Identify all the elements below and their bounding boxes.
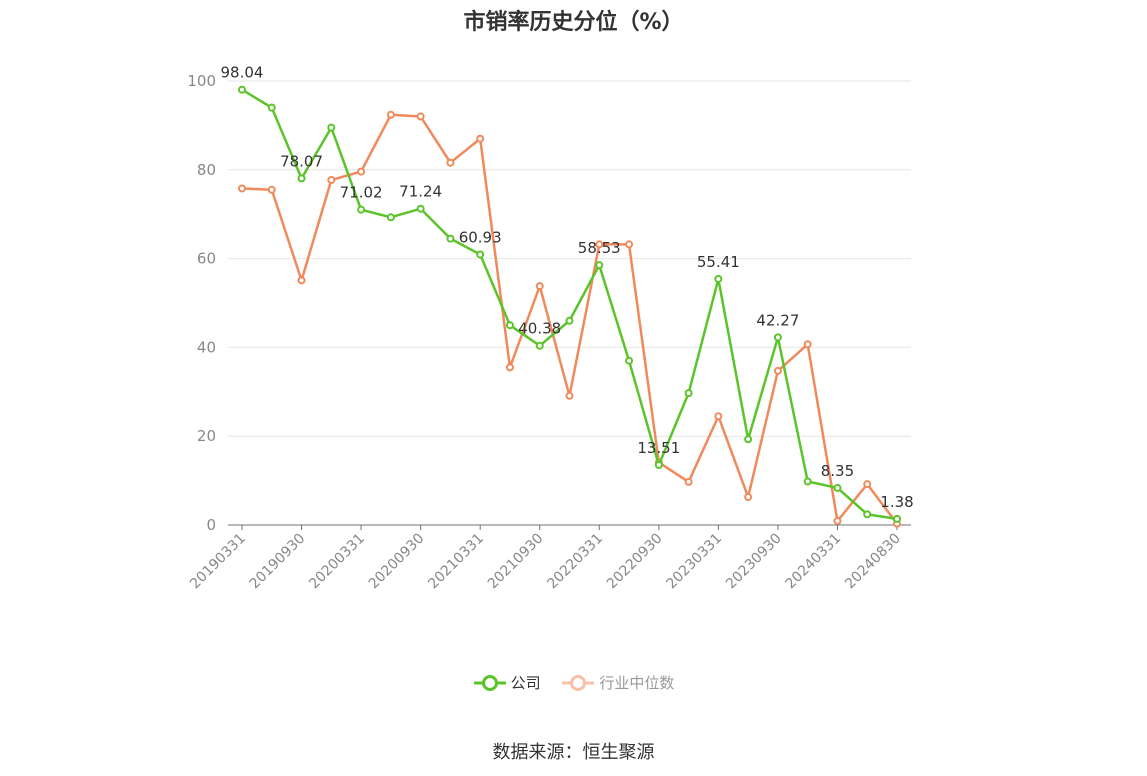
legend-industry-label: 行业中位数 [599, 674, 675, 692]
data-point[interactable] [863, 510, 872, 519]
data-point[interactable] [505, 363, 514, 372]
data-point[interactable] [386, 110, 395, 119]
x-tick-label: 20200331 [306, 531, 368, 593]
data-point[interactable] [595, 240, 604, 249]
data-point[interactable] [357, 205, 366, 214]
data-point[interactable] [327, 123, 336, 132]
series-line-0 [241, 88, 898, 521]
data-point[interactable] [357, 167, 366, 176]
chart-title: 市销率历史分位（%） [463, 10, 684, 35]
data-source: 数据来源：恒生聚源 [492, 742, 655, 763]
data-point[interactable] [446, 158, 455, 167]
data-point[interactable] [684, 477, 693, 486]
y-tick-label: 60 [197, 250, 216, 268]
legend-item-company[interactable]: 公司 [473, 672, 541, 693]
data-label: 58.53 [578, 239, 621, 257]
data-point[interactable] [684, 389, 693, 398]
series-group [238, 85, 901, 528]
data-point[interactable] [893, 514, 901, 523]
x-tick-label: 20210930 [485, 531, 547, 593]
data-point[interactable] [714, 274, 723, 283]
x-axis: 2019033120190930202003312020093020210331… [187, 524, 911, 593]
data-point[interactable] [505, 321, 514, 330]
grid-lines [228, 80, 911, 437]
data-point[interactable] [297, 276, 306, 285]
legend: 公司 行业中位数 [0, 672, 1147, 696]
data-label: 8.35 [821, 462, 854, 480]
data-point[interactable] [476, 134, 485, 143]
data-point[interactable] [535, 282, 544, 291]
x-tick-label: 20210331 [425, 531, 487, 593]
data-point[interactable] [476, 250, 485, 259]
data-point[interactable] [833, 517, 842, 526]
legend-industry-icon [562, 674, 595, 691]
data-label: 42.27 [756, 311, 799, 329]
y-tick-label: 0 [206, 516, 216, 534]
data-point[interactable] [416, 112, 425, 121]
data-point[interactable] [238, 184, 246, 193]
data-label: 1.38 [880, 493, 913, 511]
data-point[interactable] [297, 174, 306, 183]
x-tick-label: 20190930 [247, 531, 309, 593]
data-point[interactable] [625, 356, 634, 365]
data-labels: 98.04 78.07 71.02 71.24 60.93 40.38 58.53 13.51… [221, 64, 914, 511]
data-point[interactable] [803, 477, 812, 486]
data-point[interactable] [535, 341, 544, 350]
data-point[interactable] [803, 340, 812, 349]
x-tick-label: 20240331 [783, 531, 845, 593]
legend-item-industry[interactable]: 行业中位数 [561, 672, 674, 693]
data-point[interactable] [625, 240, 634, 249]
data-label: 71.02 [340, 184, 383, 202]
data-point[interactable] [744, 435, 753, 444]
data-label: 13.51 [637, 439, 680, 457]
data-point[interactable] [446, 234, 455, 243]
data-point[interactable] [773, 333, 782, 342]
y-tick-label: 40 [197, 338, 216, 356]
y-tick-label: 100 [187, 72, 216, 90]
data-point[interactable] [238, 85, 246, 94]
x-tick-label: 20240830 [842, 531, 904, 593]
data-label: 60.93 [459, 228, 502, 246]
x-tick-label: 20230331 [663, 531, 725, 593]
x-tick-label: 20220331 [544, 531, 606, 593]
x-tick-label: 20220930 [604, 531, 666, 593]
data-label: 40.38 [518, 320, 561, 338]
x-tick-label: 20190331 [187, 531, 249, 593]
data-point[interactable] [654, 461, 663, 470]
data-point[interactable] [565, 316, 574, 325]
legend-company-label: 公司 [510, 674, 541, 692]
data-point[interactable] [863, 480, 872, 489]
data-point[interactable] [386, 213, 395, 222]
data-label: 98.04 [221, 64, 264, 82]
data-point[interactable] [773, 366, 782, 375]
data-label: 78.07 [280, 152, 323, 170]
x-tick-label: 20200930 [366, 531, 428, 593]
x-tick-label: 20230930 [723, 531, 785, 593]
data-point[interactable] [565, 391, 574, 400]
data-point[interactable] [267, 103, 276, 112]
y-tick-label: 80 [197, 161, 216, 179]
data-point[interactable] [327, 176, 336, 185]
data-point[interactable] [595, 261, 604, 270]
data-point[interactable] [833, 483, 842, 492]
y-tick-label: 20 [197, 427, 216, 445]
data-point[interactable] [416, 204, 425, 213]
data-point[interactable] [744, 493, 753, 502]
legend-company-icon [473, 674, 506, 691]
data-point[interactable] [714, 412, 723, 421]
data-label: 55.41 [697, 253, 740, 271]
data-label: 71.24 [399, 183, 442, 201]
y-axis: 0 20 40 60 80 100 [187, 72, 216, 534]
data-point[interactable] [267, 185, 276, 194]
